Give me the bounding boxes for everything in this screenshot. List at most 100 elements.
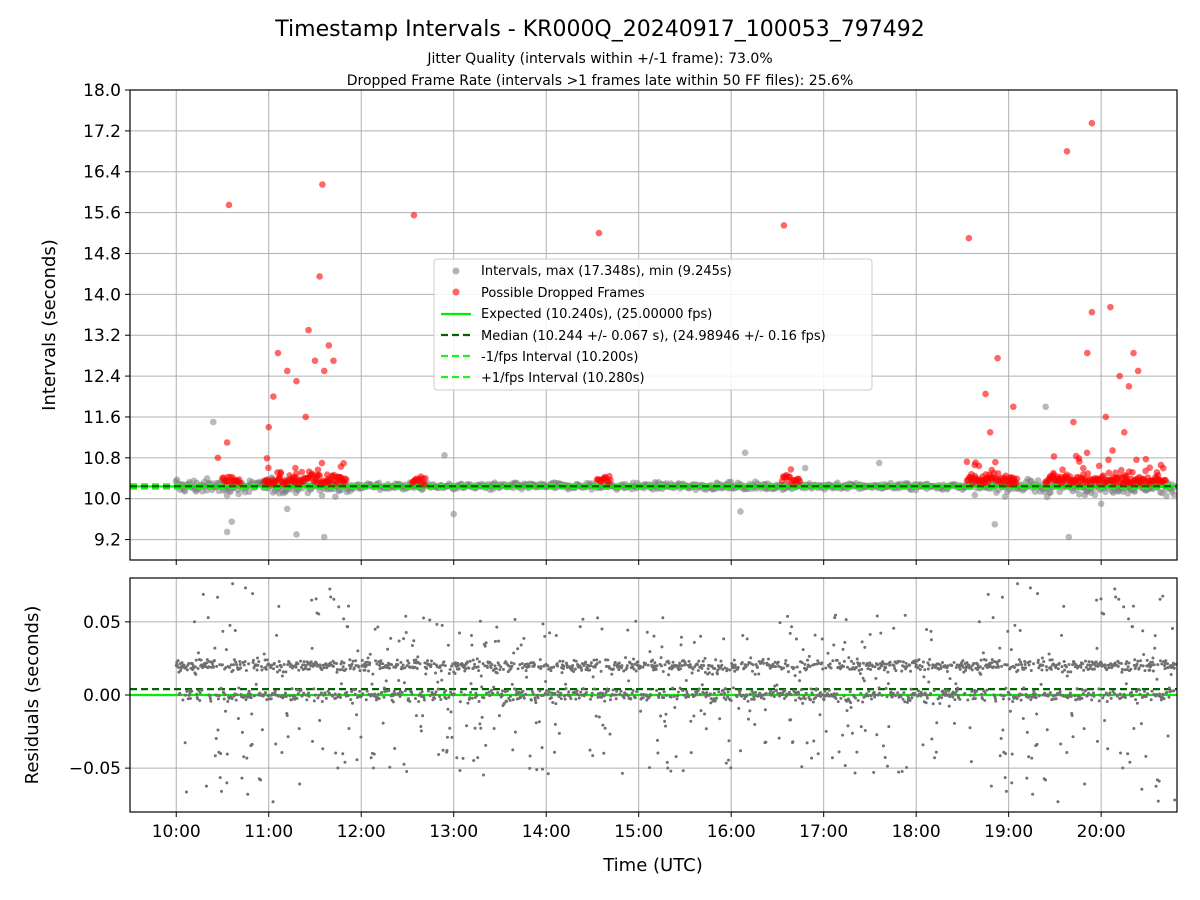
residual-point: [813, 633, 817, 637]
residual-point: [693, 693, 697, 697]
residual-point: [1003, 776, 1007, 780]
residual-point: [886, 670, 890, 674]
residual-point: [784, 658, 788, 662]
residual-point: [735, 695, 739, 699]
dropped-frame-point: [1102, 413, 1110, 421]
dropped-frame-point: [330, 357, 337, 365]
residual-point: [1172, 689, 1176, 693]
dropped-frame-point: [293, 470, 300, 478]
residual-point: [457, 631, 461, 635]
residual-point: [343, 760, 347, 764]
dropped-frame-point: [1063, 148, 1071, 155]
residual-point: [1062, 659, 1066, 663]
dropped-frame-point: [1160, 464, 1167, 472]
residual-point: [242, 663, 246, 667]
residual-point: [868, 661, 872, 665]
residual-point: [892, 626, 896, 630]
residual-point: [1156, 663, 1160, 667]
residual-point: [546, 664, 550, 668]
residual-point: [1065, 674, 1069, 678]
residual-point: [581, 617, 585, 621]
interval-point: [1031, 488, 1039, 496]
residual-point: [231, 668, 235, 672]
residual-point: [248, 692, 252, 696]
residual-point: [219, 752, 223, 756]
residual-point: [700, 683, 704, 687]
residual-point: [671, 686, 675, 690]
residual-point: [805, 741, 809, 745]
residual-point: [403, 689, 407, 693]
residual-point: [1056, 667, 1060, 671]
residual-point: [347, 727, 351, 731]
residual-point: [715, 696, 719, 700]
residual-point: [635, 690, 639, 694]
residual-point: [524, 669, 528, 673]
residual-point: [176, 665, 180, 669]
residual-point: [513, 618, 517, 622]
residual-point: [877, 686, 881, 690]
residual-point: [262, 652, 266, 656]
residual-point: [1107, 666, 1111, 670]
residual-point: [860, 640, 864, 644]
residual-point: [1004, 686, 1008, 690]
residual-point: [1041, 663, 1045, 667]
residual-point: [655, 738, 659, 742]
dropped-frame-point: [1088, 308, 1096, 316]
residual-point: [220, 789, 224, 793]
residual-point: [675, 664, 679, 668]
residual-point: [1027, 755, 1031, 759]
residual-point: [608, 698, 612, 702]
residual-point: [713, 667, 717, 671]
residual-point: [832, 692, 836, 696]
interval-point: [320, 533, 328, 541]
residual-point: [935, 721, 939, 725]
residual-point: [521, 694, 525, 698]
residual-point: [473, 662, 477, 666]
residual-point: [567, 690, 571, 694]
residual-point: [818, 691, 822, 695]
residual-point: [557, 731, 561, 735]
interval-point: [737, 508, 744, 515]
dropped-frame-point: [302, 413, 310, 421]
dropped-frame-point: [298, 468, 306, 476]
residual-point: [190, 689, 194, 693]
residual-point: [866, 694, 870, 698]
residual-point: [1161, 692, 1165, 696]
residual-point: [402, 681, 406, 685]
residual-point: [565, 663, 569, 667]
residual-point: [1166, 662, 1170, 666]
residual-point: [708, 692, 712, 696]
residual-point: [992, 665, 996, 669]
residual-point: [271, 800, 275, 804]
residual-point: [812, 739, 816, 743]
residual-point: [376, 692, 380, 696]
residual-point: [794, 698, 798, 702]
dropped-frame-point: [340, 459, 347, 467]
residual-point: [425, 667, 429, 671]
residual-point: [991, 616, 995, 620]
residual-point: [983, 691, 987, 695]
residual-point: [981, 667, 985, 671]
residual-point: [304, 664, 308, 668]
residual-point: [795, 665, 799, 669]
residual-point: [945, 670, 949, 674]
residual-point: [1132, 727, 1136, 731]
legend-label-expected: Expected (10.240s), (25.00000 fps): [481, 307, 712, 322]
residual-point: [1118, 692, 1122, 696]
residual-point: [873, 665, 877, 669]
residual-point: [335, 670, 339, 674]
residual-point: [477, 699, 481, 703]
residual-point: [213, 754, 217, 758]
interval-point: [1131, 488, 1139, 496]
residual-point: [1036, 592, 1040, 596]
residual-point: [465, 724, 469, 728]
residual-point: [281, 670, 285, 674]
residual-point: [579, 666, 583, 670]
dropped-frame-point: [1142, 455, 1150, 463]
residual-point: [563, 697, 567, 701]
residual-point: [262, 693, 266, 697]
residual-point: [218, 776, 222, 780]
residual-point: [397, 639, 401, 643]
residual-point: [619, 689, 623, 693]
dropped-frame-point: [1117, 466, 1125, 474]
